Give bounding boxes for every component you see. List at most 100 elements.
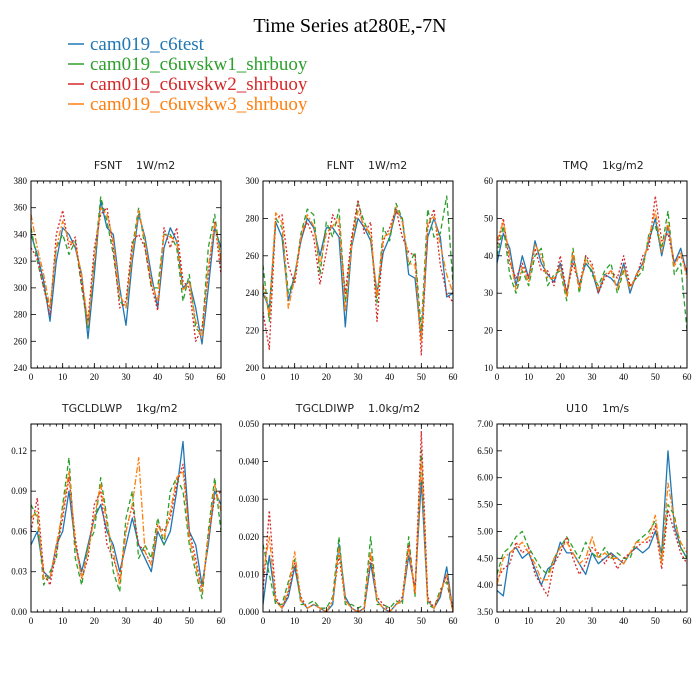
y-tick-label: 6.00	[477, 473, 493, 483]
series-line-1	[497, 210, 687, 331]
series-line-0	[263, 479, 453, 612]
series-line-0	[497, 450, 687, 597]
y-tick-label: 260	[246, 251, 260, 261]
x-tick-label: 30	[122, 372, 132, 382]
y-tick-label: 320	[14, 256, 28, 266]
series-line-3	[31, 456, 221, 593]
y-tick-label: 300	[14, 283, 28, 293]
panel-title: TMQ	[562, 159, 588, 172]
series-line-3	[263, 460, 453, 612]
x-tick-label: 20	[322, 616, 332, 626]
y-tick-label: 240	[14, 363, 28, 373]
x-tick-label: 10	[58, 616, 68, 626]
y-tick-label: 6.50	[477, 446, 493, 456]
series-group	[263, 430, 453, 612]
x-tick-label: 0	[261, 372, 266, 382]
x-tick-label: 30	[588, 616, 598, 626]
y-tick-label: 60	[484, 176, 494, 186]
legend-entry: cam019_c6uvskw1_shrbuoy	[68, 54, 308, 75]
x-tick-label: 50	[185, 616, 195, 626]
y-tick-label: 300	[246, 176, 260, 186]
y-tick-label: 240	[246, 288, 260, 298]
plot-frame	[496, 423, 688, 613]
y-tick-label: 260	[14, 336, 28, 346]
y-tick-label: 0.020	[239, 532, 260, 542]
x-tick-label: 0	[261, 616, 266, 626]
x-tick-label: 30	[588, 372, 598, 382]
x-tick-label: 40	[619, 616, 629, 626]
y-tick-label: 0.00	[11, 607, 27, 617]
panel-u10: U10 1m/s 0 10 20 30 40 50 60 3.50 4.00 4.50 5.00 5.50…	[477, 402, 692, 626]
y-tick-label: 0.06	[11, 526, 27, 536]
panel-title: FSNT	[94, 159, 122, 172]
x-tick-label: 30	[122, 616, 132, 626]
x-tick-label: 40	[153, 616, 163, 626]
series-line-2	[263, 199, 453, 356]
panel-tgcldlwp: TGCLDLWP 1kg/m2 0 10 20 30 40 50 60 0.00 0.03 0.06 0…	[11, 402, 226, 626]
y-tick-label: 200	[246, 363, 260, 373]
series-group	[497, 195, 687, 331]
y-tick-label: 50	[484, 213, 494, 223]
x-tick-label: 20	[556, 372, 566, 382]
plot-frame	[496, 180, 688, 369]
panel-units: 1.0kg/m2	[368, 402, 420, 415]
x-tick-label: 30	[354, 372, 364, 382]
series-line-0	[31, 440, 221, 586]
x-tick-label: 10	[58, 372, 68, 382]
panel-units: 1W/m2	[136, 159, 175, 172]
plot-frame	[30, 180, 222, 369]
y-tick-label: 340	[14, 229, 28, 239]
x-tick-label: 10	[524, 372, 534, 382]
y-tick-label: 10	[484, 363, 494, 373]
y-tick-label: 0.09	[11, 486, 27, 496]
y-tick-label: 3.50	[477, 607, 493, 617]
x-tick-label: 40	[385, 616, 395, 626]
legend-label: cam019_c6uvskw1_shrbuoy	[90, 54, 308, 75]
panels: FSNT 1W/m20 10 20 30 40 50 60240260280300320340…	[11, 159, 692, 626]
y-tick-label: 0.010	[239, 569, 260, 579]
panel-tgcldiwp: TGCLDIWP 1.0kg/m2 0 10 20 30 40 50 60 0.000 0.010 0…	[239, 402, 458, 626]
chart-title: Time Series at280E,-7N	[253, 15, 446, 37]
panel-units: 1m/s	[602, 402, 629, 415]
series-group	[263, 195, 453, 356]
series-line-2	[497, 509, 687, 597]
panel-units: 1W/m2	[368, 159, 407, 172]
series-group	[497, 450, 687, 597]
y-tick-label: 380	[14, 176, 28, 186]
panel-fsnt: FSNT 1W/m2 0 10 20 30 40 50 60 240 260 280 300 320 340…	[14, 159, 227, 382]
y-tick-label: 280	[14, 310, 28, 320]
x-tick-label: 0	[495, 372, 500, 382]
x-tick-label: 60	[683, 616, 693, 626]
legend-entry: cam019_c6uvskw2_shrbuoy	[68, 74, 308, 95]
series-line-1	[31, 456, 221, 600]
y-tick-label: 4.50	[477, 553, 493, 563]
legend-label: cam019_c6uvskw2_shrbuoy	[90, 74, 308, 95]
legend-label: cam019_c6uvskw3_shrbuoy	[90, 94, 308, 115]
y-tick-label: 360	[14, 203, 28, 213]
x-tick-label: 20	[90, 616, 100, 626]
series-line-3	[31, 207, 221, 340]
x-tick-label: 20	[556, 616, 566, 626]
y-tick-label: 0.000	[239, 607, 260, 617]
series-group	[31, 196, 221, 345]
y-tick-label: 20	[484, 326, 494, 336]
legend-entry: cam019_c6test	[68, 34, 205, 55]
x-tick-label: 50	[417, 372, 427, 382]
panel-title: TGCLDLWP	[61, 402, 123, 415]
series-line-0	[31, 200, 221, 345]
x-tick-label: 0	[29, 616, 34, 626]
series-line-1	[263, 195, 453, 332]
x-tick-label: 20	[90, 372, 100, 382]
series-line-2	[497, 195, 687, 294]
panel-title: FLNT	[327, 159, 355, 172]
x-tick-label: 50	[185, 372, 195, 382]
x-tick-label: 0	[495, 616, 500, 626]
x-tick-label: 60	[217, 372, 227, 382]
y-tick-label: 4.00	[477, 580, 493, 590]
panel-title: U10	[566, 402, 588, 415]
legend-entry: cam019_c6uvskw3_shrbuoy	[68, 94, 308, 115]
legend-label: cam019_c6test	[90, 34, 205, 55]
y-tick-label: 30	[484, 288, 494, 298]
